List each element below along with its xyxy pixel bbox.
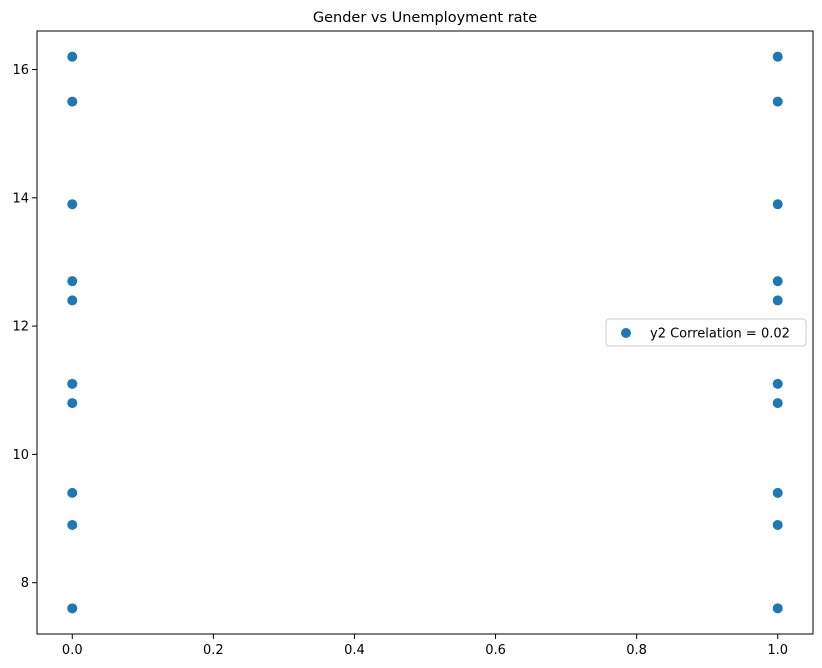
data-point xyxy=(67,96,78,107)
x-tick-label: 0.4 xyxy=(344,643,365,658)
data-point xyxy=(67,378,78,389)
data-point xyxy=(772,96,783,107)
legend: y2 Correlation = 0.02 xyxy=(605,318,807,347)
x-tick-label: 0.0 xyxy=(62,643,83,658)
data-point xyxy=(772,487,783,498)
x-tick-label: 0.8 xyxy=(626,643,647,658)
plot-frame xyxy=(36,30,814,635)
y-axis: 8 10 12 14 16 xyxy=(12,63,37,591)
y-tick-label: 12 xyxy=(12,320,29,335)
data-point xyxy=(67,603,78,614)
y-tick-label: 14 xyxy=(12,191,29,206)
data-point xyxy=(772,398,783,409)
data-points xyxy=(67,51,783,614)
data-point xyxy=(772,199,783,210)
legend-box xyxy=(605,318,807,347)
data-point xyxy=(67,276,78,287)
x-tick-label: 1.0 xyxy=(767,643,788,658)
data-point xyxy=(67,295,78,306)
data-point xyxy=(772,519,783,530)
x-axis: 0.0 0.2 0.4 0.6 0.8 1.0 xyxy=(62,634,788,658)
data-point xyxy=(67,519,78,530)
data-point xyxy=(772,276,783,287)
x-tick-label: 0.6 xyxy=(485,643,506,658)
legend-label: y2 Correlation = 0.02 xyxy=(650,327,790,342)
legend-marker xyxy=(621,328,631,338)
data-point xyxy=(772,378,783,389)
data-point xyxy=(67,199,78,210)
y-tick-label: 10 xyxy=(12,448,29,463)
data-point xyxy=(67,487,78,498)
data-point xyxy=(772,603,783,614)
data-point xyxy=(772,295,783,306)
chart-title: Gender vs Unemployment rate xyxy=(313,10,537,26)
y-tick-label: 8 xyxy=(21,576,29,591)
data-point xyxy=(67,398,78,409)
x-tick-label: 0.2 xyxy=(203,643,224,658)
y-tick-label: 16 xyxy=(12,63,29,78)
data-point xyxy=(772,51,783,62)
data-point xyxy=(67,51,78,62)
